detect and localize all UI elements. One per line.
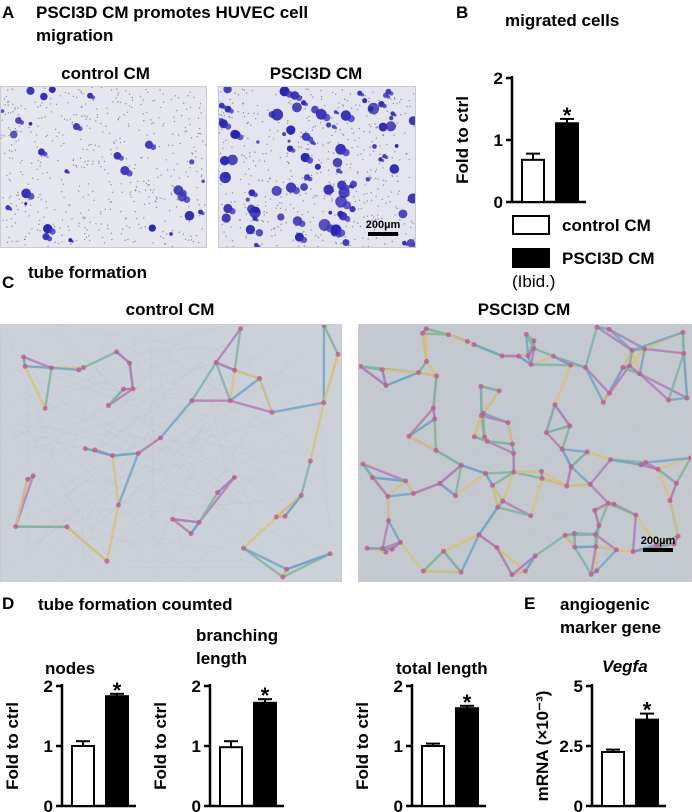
y-tick-label: 0 <box>192 797 201 812</box>
significance-star: * <box>463 690 472 715</box>
chart-nodes: Fold to ctrl 0 1 2 * <box>3 677 136 812</box>
tube-image-control <box>0 324 342 582</box>
panel-a-right-label: PSCI3D CM <box>269 64 363 83</box>
y-tick-label: 2 <box>192 677 201 696</box>
scale-bar-a-line <box>368 232 398 236</box>
panel-e-title-line2: marker gene <box>560 618 662 637</box>
y-axis-label: Fold to ctrl <box>453 96 472 184</box>
scale-bar-a-label: 200µm <box>365 219 401 231</box>
legend-swatch-control <box>512 215 550 235</box>
y-tick-label: 1 <box>394 737 403 756</box>
chart-total-length: Fold to ctrl 0 1 2 * <box>353 677 486 812</box>
y-tick-label: 1 <box>192 737 201 756</box>
chart-vegfa-title: Vegfa <box>602 657 648 676</box>
scale-bar-c-label: 200µm <box>640 535 676 547</box>
y-axis-label: Fold to ctrl <box>3 702 22 790</box>
chart-branching-length: Fold to ctrl 0 1 2 * <box>151 677 284 812</box>
scale-bar-a: 200µm <box>360 219 406 236</box>
panel-letter-e: E <box>524 594 536 613</box>
bar-treated <box>253 701 277 807</box>
scale-bar-c: 200µm <box>632 535 684 552</box>
panel-c-left-label: control CM <box>125 300 215 319</box>
bar-control <box>421 745 445 807</box>
y-tick-label: 2 <box>394 677 403 696</box>
y-axis-label: Fold to ctrl <box>151 702 170 790</box>
panel-letter-b: B <box>456 3 469 22</box>
migration-image-control <box>0 86 207 248</box>
chart-migrated-cells: Fold to ctrl 0 1 2 * <box>453 69 586 208</box>
legend-note: (Ibid.) <box>512 272 556 291</box>
panel-c-right-label: PSCI3D CM <box>477 300 571 319</box>
y-tick-label: 0 <box>574 797 583 812</box>
significance-star: * <box>261 683 270 708</box>
migration-image-treated <box>218 86 416 248</box>
bar-control <box>219 746 243 807</box>
significance-star: * <box>643 698 652 723</box>
y-tick-label: 1 <box>44 737 53 756</box>
legend-label-control: control CM <box>562 216 651 235</box>
y-axis-label: mRNA (×10⁻³) <box>533 691 552 802</box>
chart-total-title: total length <box>396 659 488 678</box>
panel-letter-d: D <box>2 594 15 613</box>
panel-letter-a: A <box>2 3 15 22</box>
chart-branching-title-line1: branching <box>196 626 279 645</box>
significance-star: * <box>113 678 122 703</box>
tube-image-treated <box>358 324 692 582</box>
panel-a-title-line1: PSCI3D CM promotes HUVEC cell <box>36 3 309 22</box>
panel-a-title-line2: migration <box>36 26 114 45</box>
y-tick-label: 2 <box>44 677 53 696</box>
y-tick-label: 0 <box>394 797 403 812</box>
bar-control <box>601 751 625 807</box>
panel-c-title: tube formation <box>28 263 147 282</box>
panel-e-title-line1: angiogenic <box>560 595 650 614</box>
y-tick-label: 5 <box>574 677 583 696</box>
significance-star: * <box>563 103 572 128</box>
bar-treated <box>555 122 579 203</box>
y-tick-label: 2.5 <box>559 737 583 756</box>
panel-a-left-label: control CM <box>61 64 150 83</box>
y-tick-label: 1 <box>494 131 503 150</box>
panel-d-title: tube formation coumted <box>38 595 233 614</box>
panel-b-title: migrated cells <box>505 11 620 30</box>
y-tick-label: 0 <box>44 797 53 812</box>
scale-bar-c-line <box>643 548 673 552</box>
bar-treated <box>105 695 129 808</box>
chart-branching-title-line2: length <box>196 649 247 668</box>
bar-treated <box>635 718 659 807</box>
legend-swatch-treated <box>512 248 550 268</box>
y-tick-label: 0 <box>494 193 503 208</box>
bar-treated <box>455 707 479 808</box>
chart-vegfa-mrna: mRNA (×10⁻³) 0 2.5 5 * <box>533 677 666 812</box>
y-axis-label: Fold to ctrl <box>353 702 372 790</box>
legend-label-treated: PSCI3D CM <box>562 249 655 268</box>
bar-control <box>71 745 95 807</box>
panel-letter-c: C <box>2 273 15 292</box>
chart-nodes-title: nodes <box>45 659 96 678</box>
y-tick-label: 2 <box>494 69 503 88</box>
bar-control <box>521 158 545 203</box>
